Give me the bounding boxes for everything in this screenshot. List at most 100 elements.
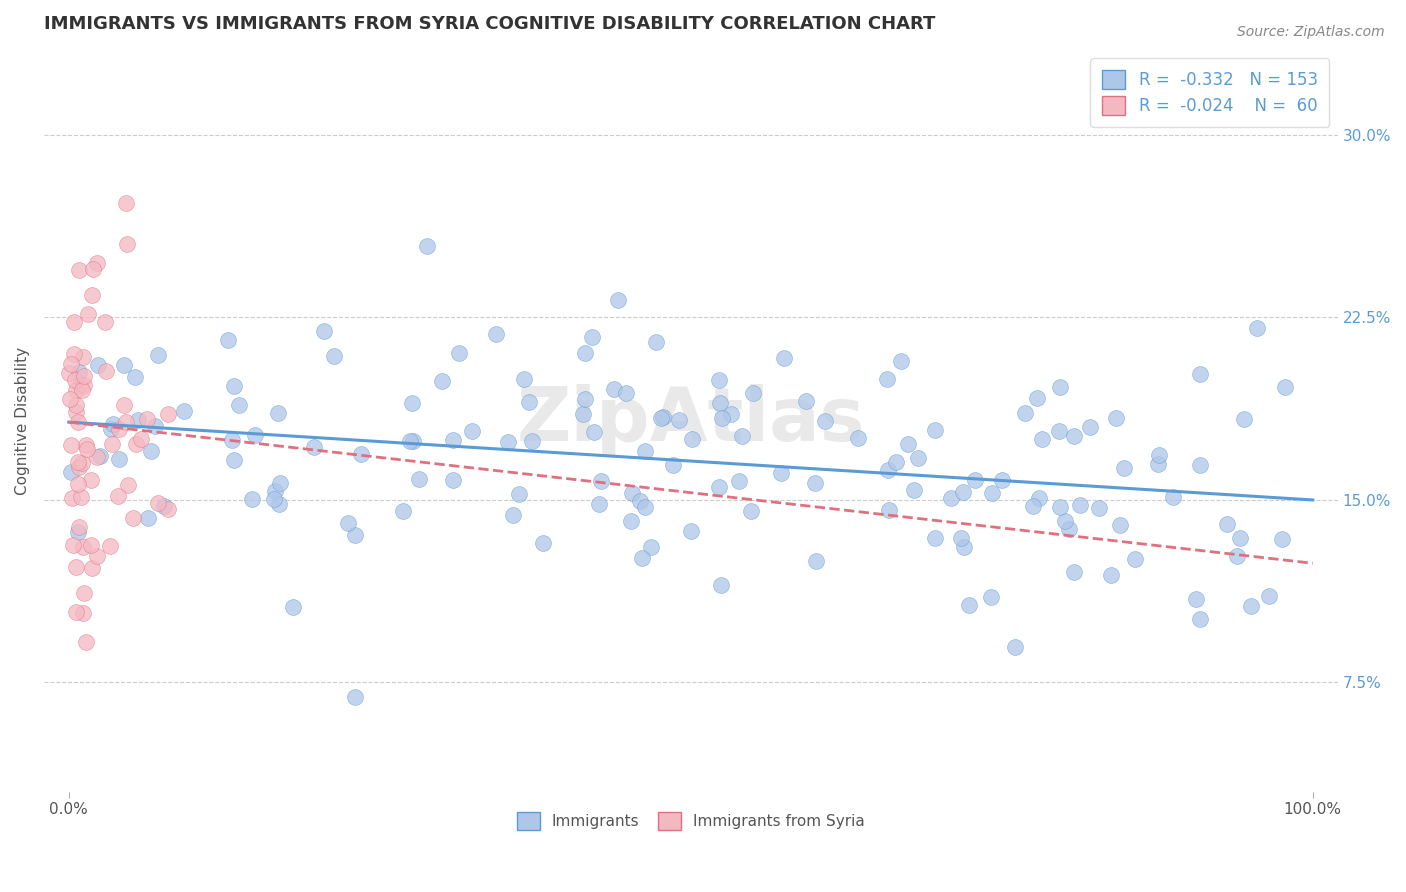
Point bbox=[1088, 500, 1111, 515]
Point bbox=[1161, 491, 1184, 505]
Point bbox=[1025, 392, 1047, 406]
Point bbox=[668, 412, 690, 426]
Point bbox=[1246, 320, 1268, 334]
Point bbox=[108, 422, 131, 436]
Point bbox=[82, 261, 104, 276]
Point bbox=[72, 540, 94, 554]
Point bbox=[304, 441, 326, 455]
Point bbox=[1233, 412, 1256, 426]
Point bbox=[60, 491, 83, 506]
Point bbox=[630, 551, 652, 566]
Point bbox=[1049, 380, 1071, 394]
Point bbox=[589, 474, 612, 488]
Point bbox=[890, 354, 912, 368]
Point bbox=[709, 396, 731, 410]
Point bbox=[80, 473, 103, 487]
Point bbox=[58, 366, 80, 380]
Point bbox=[1049, 500, 1071, 515]
Point bbox=[67, 365, 90, 379]
Point bbox=[662, 458, 685, 472]
Legend: Immigrants, Immigrants from Syria: Immigrants, Immigrants from Syria bbox=[510, 805, 870, 837]
Point bbox=[122, 511, 145, 525]
Point bbox=[89, 449, 111, 463]
Point bbox=[117, 478, 139, 492]
Point bbox=[709, 373, 731, 387]
Text: IMMIGRANTS VS IMMIGRANTS FROM SYRIA COGNITIVE DISABILITY CORRELATION CHART: IMMIGRANTS VS IMMIGRANTS FROM SYRIA COGN… bbox=[44, 15, 935, 33]
Point bbox=[70, 384, 93, 398]
Y-axis label: Cognitive Disability: Cognitive Disability bbox=[15, 347, 30, 495]
Point bbox=[80, 538, 103, 552]
Point bbox=[336, 516, 359, 530]
Point bbox=[263, 484, 285, 499]
Point bbox=[312, 324, 335, 338]
Point bbox=[139, 443, 162, 458]
Point bbox=[574, 392, 596, 406]
Point bbox=[461, 424, 484, 438]
Point bbox=[323, 349, 346, 363]
Point bbox=[502, 508, 524, 523]
Point bbox=[173, 403, 195, 417]
Point bbox=[67, 520, 90, 534]
Point bbox=[897, 437, 920, 451]
Point bbox=[531, 536, 554, 550]
Point bbox=[952, 541, 974, 555]
Point bbox=[70, 490, 93, 504]
Point bbox=[240, 492, 263, 507]
Point bbox=[76, 442, 98, 456]
Point bbox=[117, 237, 139, 252]
Point bbox=[513, 372, 536, 386]
Point bbox=[1274, 379, 1296, 393]
Point bbox=[952, 484, 974, 499]
Point bbox=[877, 503, 900, 517]
Point bbox=[1258, 590, 1281, 604]
Point bbox=[1229, 531, 1251, 545]
Point bbox=[73, 377, 96, 392]
Point bbox=[1053, 514, 1076, 528]
Point bbox=[651, 410, 673, 425]
Point bbox=[129, 432, 152, 446]
Point bbox=[794, 393, 817, 408]
Point bbox=[157, 408, 180, 422]
Point bbox=[94, 364, 117, 378]
Point bbox=[741, 386, 763, 401]
Point bbox=[1185, 592, 1208, 607]
Point bbox=[814, 414, 837, 428]
Point bbox=[583, 425, 606, 440]
Point bbox=[1109, 517, 1132, 532]
Point bbox=[903, 483, 925, 497]
Point bbox=[59, 392, 82, 407]
Point bbox=[86, 256, 108, 270]
Point bbox=[114, 358, 136, 372]
Point bbox=[80, 560, 103, 574]
Point bbox=[846, 430, 869, 444]
Point bbox=[269, 497, 291, 511]
Point bbox=[1147, 458, 1170, 472]
Point bbox=[75, 438, 97, 452]
Point bbox=[740, 504, 762, 518]
Point bbox=[1189, 367, 1212, 381]
Point bbox=[628, 493, 651, 508]
Point bbox=[1069, 498, 1091, 512]
Point bbox=[1004, 640, 1026, 654]
Point bbox=[804, 554, 827, 568]
Point bbox=[152, 499, 174, 513]
Point bbox=[143, 419, 166, 434]
Point bbox=[65, 383, 87, 397]
Point bbox=[101, 417, 124, 431]
Point bbox=[67, 460, 90, 475]
Point bbox=[1022, 499, 1045, 513]
Point bbox=[67, 415, 90, 429]
Point bbox=[402, 434, 425, 448]
Point bbox=[391, 504, 413, 518]
Point bbox=[124, 370, 146, 384]
Point bbox=[401, 396, 423, 410]
Point bbox=[603, 382, 626, 396]
Point bbox=[221, 433, 243, 447]
Text: ZipAtlas: ZipAtlas bbox=[516, 384, 865, 458]
Point bbox=[1216, 516, 1239, 531]
Point bbox=[344, 690, 367, 705]
Point bbox=[65, 560, 87, 574]
Point bbox=[350, 447, 373, 461]
Point bbox=[67, 455, 90, 469]
Point bbox=[72, 350, 94, 364]
